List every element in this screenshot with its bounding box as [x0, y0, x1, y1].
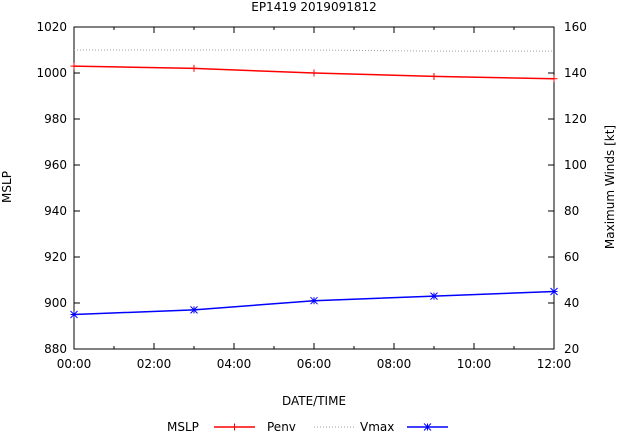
- y-left-tick-label: 980: [44, 112, 67, 126]
- legend-entry-vmax: Vmax: [360, 420, 448, 432]
- y-right-tick-label: 120: [564, 112, 587, 126]
- x-tick-label: 10:00: [457, 357, 492, 371]
- data-point-vmax: [310, 296, 318, 305]
- y-left-tick-label: 900: [44, 296, 67, 310]
- x-tick-label: 04:00: [217, 357, 252, 371]
- legend-marker: [423, 423, 432, 431]
- data-point-vmax: [190, 306, 198, 314]
- y-right-tick-label: 60: [564, 250, 579, 264]
- y-axis-left-label: MSLP: [0, 171, 14, 203]
- x-tick-label: 00:00: [57, 357, 92, 371]
- legend: MSLP Penv Vmax: [167, 420, 448, 432]
- y-left-tick-label: 960: [44, 158, 67, 172]
- x-tick-label: 12:00: [537, 357, 572, 371]
- legend-label: Penv: [267, 420, 296, 432]
- series-mslp: [74, 49, 554, 52]
- chart-title: EP1419 2019091812: [251, 0, 377, 14]
- y-right-tick-label: 80: [564, 204, 579, 218]
- x-tick-label: 08:00: [377, 357, 412, 371]
- series-vmax: [70, 287, 558, 319]
- y-right-tick-label: 140: [564, 66, 587, 80]
- y-right-tick-label: 20: [564, 342, 579, 356]
- data-point-vmax: [70, 310, 78, 319]
- y-left-tick-label: 880: [44, 342, 67, 356]
- legend-entry-penv: Penv: [267, 420, 355, 432]
- series-layer: [70, 49, 558, 319]
- y-left-tick-label: 920: [44, 250, 67, 264]
- x-tick-label: 02:00: [137, 357, 172, 371]
- series-line-mslp: [74, 49, 554, 52]
- legend-label: Vmax: [360, 420, 394, 432]
- tick-layer: 880 900 920 940 960 980 1000 1020 20 40 60 80 100 120…: [36, 20, 586, 371]
- y-right-tick-label: 160: [564, 20, 587, 34]
- y-left-tick-label: 1020: [36, 20, 67, 34]
- data-point-vmax: [430, 292, 438, 300]
- data-point-vmax: [550, 287, 558, 296]
- legend-label: MSLP: [167, 420, 199, 432]
- legend-entry-mslp: MSLP: [167, 420, 255, 432]
- y-left-tick-label: 1000: [36, 66, 67, 80]
- series-penv: [70, 62, 558, 83]
- x-tick-label: 06:00: [297, 357, 332, 371]
- y-axis-right-label: Maximum Winds [kt]: [603, 125, 617, 249]
- x-axis-label: DATE/TIME: [282, 394, 346, 408]
- y-right-tick-label: 40: [564, 296, 579, 310]
- y-right-tick-label: 100: [564, 158, 587, 172]
- y-left-tick-label: 940: [44, 204, 67, 218]
